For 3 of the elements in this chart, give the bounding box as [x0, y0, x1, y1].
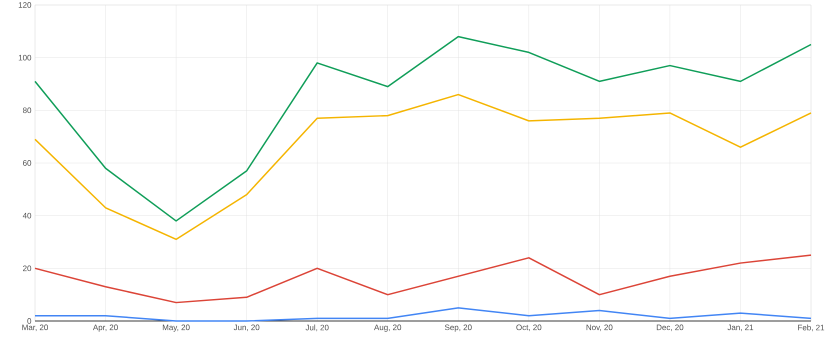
- line-series: [34, 36, 812, 222]
- line-series: [34, 94, 812, 240]
- line-series: [34, 307, 812, 322]
